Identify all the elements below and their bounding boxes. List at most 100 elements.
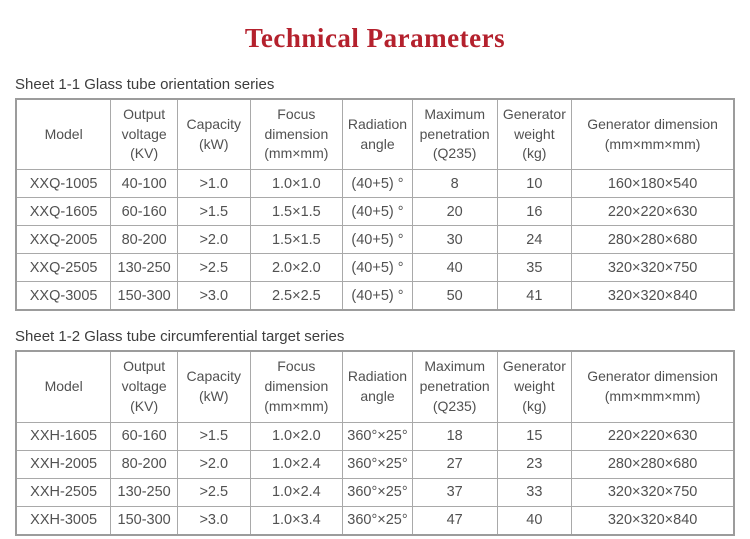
table-cell: 24 (496, 225, 573, 255)
table-cell: XXQ-1605 (15, 197, 112, 227)
table-cell: 40 (411, 253, 498, 283)
table-cell: 15 (496, 421, 573, 451)
table-cell: >1.0 (177, 169, 251, 199)
table-cell: 1.0×3.4 (249, 505, 344, 536)
table-cell: 1.5×1.5 (249, 225, 344, 255)
table-cell: 220×220×630 (571, 421, 735, 451)
table-row: XXH-3005 150-300 >3.0 1.0×3.4 360°×25° 47 40 32… (15, 505, 735, 536)
table-cell: 1.5×1.5 (249, 197, 344, 227)
table-caption-sheet-1-2: Sheet 1-2 Glass tube circumferential tar… (15, 328, 345, 346)
table-cell: 2.0×2.0 (249, 253, 344, 283)
table-cell: (40+5) ° (342, 281, 413, 311)
header-cell: Capacity (kW) (177, 350, 251, 423)
table-cell: (40+5) ° (342, 253, 413, 283)
table-cell: (40+5) ° (342, 197, 413, 227)
table-row: XXQ-1605 60-160 >1.5 1.5×1.5 (40+5) ° 20 16 220… (15, 197, 735, 227)
table-cell: 360°×25° (342, 477, 413, 507)
header-cell: Radiation angle (342, 98, 413, 171)
table-cell: >3.0 (177, 505, 251, 536)
table-cell: 220×220×630 (571, 197, 735, 227)
table-cell: 320×320×840 (571, 505, 735, 536)
header-cell: Generator weight (kg) (496, 350, 573, 423)
table-cell: 27 (411, 449, 498, 479)
header-cell: Maximum penetration (Q235) (411, 98, 498, 171)
table-cell: 16 (496, 197, 573, 227)
header-cell: Model (15, 350, 112, 423)
table-cell: 360°×25° (342, 505, 413, 536)
table-cell: (40+5) ° (342, 225, 413, 255)
header-cell: Focus dimension (mm×mm) (249, 350, 344, 423)
table-cell: XXQ-2005 (15, 225, 112, 255)
table-cell: 2.5×2.5 (249, 281, 344, 311)
table-row: XXQ-1005 40-100 >1.0 1.0×1.0 (40+5) ° 8 10 160×… (15, 169, 735, 199)
table-row: XXH-2005 80-200 >2.0 1.0×2.4 360°×25° 27 23 280… (15, 449, 735, 479)
table-cell: XXQ-2505 (15, 253, 112, 283)
table-cell: >2.5 (177, 477, 251, 507)
table-cell: 33 (496, 477, 573, 507)
table-row: XXQ-2505 130-250 >2.5 2.0×2.0 (40+5) ° 40 35 32… (15, 253, 735, 283)
table-cell: 150-300 (110, 281, 179, 311)
table-cell: XXH-2505 (15, 477, 112, 507)
header-cell: Capacity (kW) (177, 98, 251, 171)
table-cell: 50 (411, 281, 498, 311)
table-row: XXH-1605 60-160 >1.5 1.0×2.0 360°×25° 18 15 220… (15, 421, 735, 451)
table-cell: 130-250 (110, 477, 179, 507)
header-cell: Generator weight (kg) (496, 98, 573, 171)
header-row: Model Output voltage (KV) Capacity (kW) Foc… (15, 98, 735, 171)
table-cell: 40 (496, 505, 573, 536)
table-cell: >1.5 (177, 421, 251, 451)
table-cell: >3.0 (177, 281, 251, 311)
table-cell: >1.5 (177, 197, 251, 227)
table-cell: 280×280×680 (571, 225, 735, 255)
table-cell: >2.5 (177, 253, 251, 283)
table-cell: 280×280×680 (571, 449, 735, 479)
table-cell: 1.0×2.4 (249, 477, 344, 507)
header-cell: Model (15, 98, 112, 171)
table-cell: 130-250 (110, 253, 179, 283)
header-cell: Generator dimension (mm×mm×mm) (571, 98, 735, 171)
table-cell: 37 (411, 477, 498, 507)
table-cell: 1.0×1.0 (249, 169, 344, 199)
header-cell: Output voltage (KV) (110, 350, 179, 423)
table-row: XXH-2505 130-250 >2.5 1.0×2.4 360°×25° 37 33 32… (15, 477, 735, 507)
table-cell: (40+5) ° (342, 169, 413, 199)
table-cell: 23 (496, 449, 573, 479)
header-row: Model Output voltage (KV) Capacity (kW) Foc… (15, 350, 735, 423)
table-cell: 320×320×840 (571, 281, 735, 311)
spec-table-orientation-series: Model Output voltage (KV) Capacity (kW) Foc… (15, 97, 735, 312)
table-cell: 20 (411, 197, 498, 227)
header-cell: Radiation angle (342, 350, 413, 423)
header-cell: Focus dimension (mm×mm) (249, 98, 344, 171)
table-cell: 80-200 (110, 449, 179, 479)
table-cell: XXH-3005 (15, 505, 112, 536)
table-cell: 320×320×750 (571, 477, 735, 507)
table-caption-sheet-1-1: Sheet 1-1 Glass tube orientation series (15, 75, 275, 93)
table-cell: 160×180×540 (571, 169, 735, 199)
table-cell: 47 (411, 505, 498, 536)
header-cell: Output voltage (KV) (110, 98, 179, 171)
header-cell: Maximum penetration (Q235) (411, 350, 498, 423)
spec-table-circumferential-series: Model Output voltage (KV) Capacity (kW) Foc… (15, 350, 735, 536)
table-cell: 80-200 (110, 225, 179, 255)
table-cell: 360°×25° (342, 449, 413, 479)
table-cell: >2.0 (177, 225, 251, 255)
page-title: Technical Parameters (244, 23, 506, 53)
table-cell: XXQ-3005 (15, 281, 112, 311)
table-cell: 60-160 (110, 197, 179, 227)
table-cell: 360°×25° (342, 421, 413, 451)
table-cell: XXQ-1005 (15, 169, 112, 199)
table-cell: XXH-1605 (15, 421, 112, 451)
table-row: XXQ-3005 150-300 >3.0 2.5×2.5 (40+5) ° 50 41 32… (15, 281, 735, 311)
table-cell: 150-300 (110, 505, 179, 536)
table-cell: >2.0 (177, 449, 251, 479)
table-cell: 10 (496, 169, 573, 199)
table-cell: 60-160 (110, 421, 179, 451)
table-cell: 35 (496, 253, 573, 283)
table-cell: XXH-2005 (15, 449, 112, 479)
table-cell: 1.0×2.4 (249, 449, 344, 479)
table-cell: 320×320×750 (571, 253, 735, 283)
header-cell: Generator dimension (mm×mm×mm) (571, 350, 735, 423)
table-cell: 41 (496, 281, 573, 311)
table-cell: 1.0×2.0 (249, 421, 344, 451)
